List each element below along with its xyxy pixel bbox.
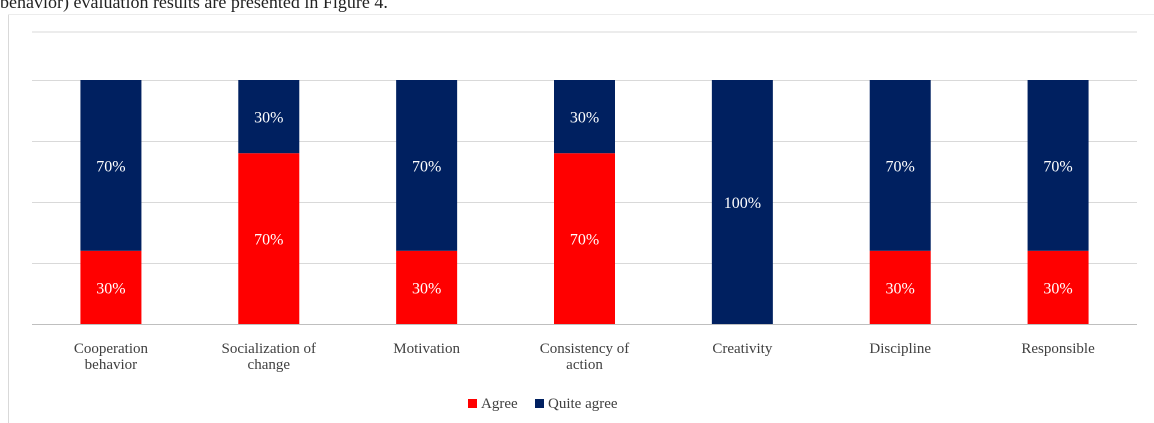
legend-label: Agree [481, 396, 518, 412]
data-label: 30% [886, 280, 915, 297]
category-label: change [248, 357, 291, 373]
data-label: 30% [96, 280, 125, 297]
bar-agree [396, 250, 458, 324]
category-label: Cooperation [74, 341, 149, 357]
bar-quite-agree [869, 80, 931, 251]
bar-quite-agree [711, 80, 773, 324]
bar-agree [238, 153, 300, 324]
legend-swatch-quite-agree [535, 399, 544, 408]
category-label: Responsible [1021, 341, 1095, 357]
data-label: 70% [96, 158, 125, 175]
data-label: 30% [254, 110, 283, 127]
data-label: 30% [412, 280, 441, 297]
bar-agree [1027, 250, 1089, 324]
bar-quite-agree [238, 80, 300, 154]
category-label: action [566, 357, 603, 373]
bar-agree [80, 250, 142, 324]
bar-quite-agree [80, 80, 142, 251]
data-label: 30% [1043, 280, 1072, 297]
bar-agree [869, 250, 931, 324]
caption-fragment: behavior) evaluation results are present… [0, 0, 388, 12]
data-label: 30% [570, 110, 599, 127]
data-label: 70% [1043, 158, 1072, 175]
bar-quite-agree [1027, 80, 1089, 251]
frame-top-border [8, 14, 1154, 15]
bar-quite-agree [554, 80, 615, 154]
category-label: Motivation [393, 341, 460, 357]
data-label: 100% [724, 195, 761, 212]
frame-left-border [8, 14, 9, 423]
category-label: Creativity [712, 341, 772, 357]
data-label: 70% [886, 158, 915, 175]
category-label: Consistency of [540, 341, 630, 357]
legend-label: Quite agree [548, 396, 618, 412]
legend-swatch-agree [468, 399, 477, 408]
category-label: Discipline [869, 341, 931, 357]
data-label: 70% [570, 232, 599, 249]
data-label: 70% [254, 232, 283, 249]
data-label: 70% [412, 158, 441, 175]
category-label: Socialization of [222, 341, 317, 357]
bar-quite-agree [396, 80, 458, 251]
bar-agree [554, 153, 615, 324]
category-label: behavior [85, 357, 137, 373]
